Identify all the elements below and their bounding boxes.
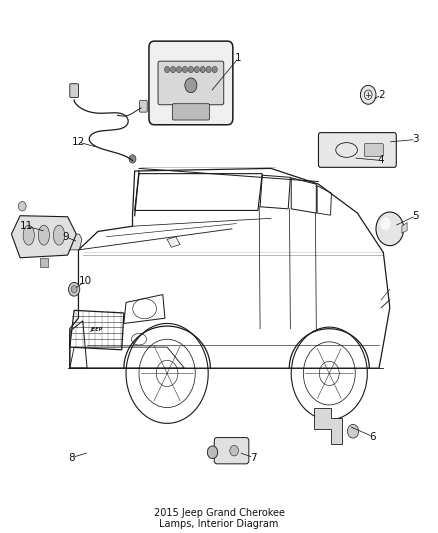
Circle shape [68,282,80,296]
Circle shape [170,67,176,72]
Circle shape [206,67,211,72]
Text: 5: 5 [413,211,419,221]
Circle shape [165,67,170,72]
Polygon shape [402,223,407,233]
Text: 4: 4 [378,156,385,165]
Text: 12: 12 [72,137,85,147]
Ellipse shape [53,225,65,245]
Text: 2015 Jeep Grand Cherokee: 2015 Jeep Grand Cherokee [153,508,285,518]
Text: 6: 6 [369,432,376,441]
FancyBboxPatch shape [172,104,209,120]
Circle shape [207,446,218,458]
Polygon shape [39,258,48,267]
Circle shape [188,67,194,72]
Text: 8: 8 [69,453,75,463]
Circle shape [380,217,391,230]
Circle shape [18,201,26,211]
FancyBboxPatch shape [318,133,396,167]
Text: 11: 11 [20,221,33,231]
Ellipse shape [23,225,34,245]
Ellipse shape [38,225,49,245]
Circle shape [182,67,187,72]
Circle shape [185,78,197,93]
Circle shape [376,212,404,246]
FancyBboxPatch shape [364,144,383,156]
Polygon shape [66,234,82,250]
Text: 10: 10 [78,277,92,286]
Circle shape [71,286,77,293]
Circle shape [129,155,136,163]
Text: 1: 1 [235,53,242,63]
Circle shape [360,85,376,104]
Text: 9: 9 [62,232,69,242]
Circle shape [177,67,182,72]
FancyBboxPatch shape [214,438,249,464]
Circle shape [230,446,238,456]
Text: 3: 3 [413,134,419,144]
Polygon shape [11,216,76,258]
FancyBboxPatch shape [149,41,233,125]
FancyBboxPatch shape [139,101,147,112]
Text: Lamps, Interior Diagram: Lamps, Interior Diagram [159,519,279,529]
Text: 2: 2 [378,90,385,100]
FancyBboxPatch shape [158,61,224,105]
Circle shape [194,67,199,72]
Circle shape [200,67,205,72]
Polygon shape [314,408,342,445]
Circle shape [347,424,359,438]
FancyBboxPatch shape [70,84,78,98]
Text: JEEP: JEEP [91,327,103,332]
Circle shape [212,67,217,72]
Text: 7: 7 [250,453,257,463]
Polygon shape [167,237,180,247]
